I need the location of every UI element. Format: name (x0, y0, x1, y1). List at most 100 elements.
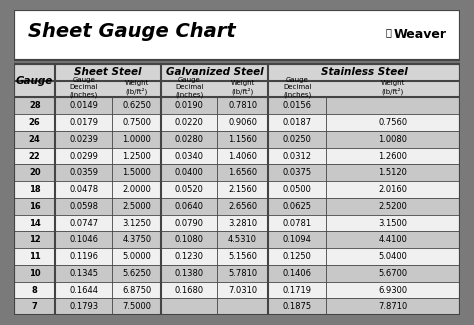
Text: 0.0625: 0.0625 (283, 202, 311, 211)
Text: 0.0520: 0.0520 (174, 185, 203, 194)
Text: 4.5310: 4.5310 (228, 235, 257, 244)
Text: Weaver: Weaver (393, 29, 447, 42)
Bar (14, 148, 460, 164)
Text: 1.0080: 1.0080 (378, 135, 408, 144)
Text: 2.6560: 2.6560 (228, 202, 257, 211)
Text: 1.2500: 1.2500 (122, 151, 151, 161)
Text: 0.0299: 0.0299 (69, 151, 98, 161)
Bar (268, 64, 460, 81)
Text: Gauge
Decimal
(inches): Gauge Decimal (inches) (70, 77, 98, 98)
Text: 0.1406: 0.1406 (283, 269, 311, 278)
Text: 0.0375: 0.0375 (283, 168, 312, 177)
Text: 22: 22 (29, 151, 41, 161)
Bar (14, 10, 460, 60)
Text: 0.6250: 0.6250 (122, 101, 151, 110)
Text: 0.0149: 0.0149 (69, 101, 98, 110)
Text: 2.0160: 2.0160 (378, 185, 408, 194)
Text: Weight
(lb/ft²): Weight (lb/ft²) (381, 80, 405, 95)
Text: 0.0156: 0.0156 (283, 101, 311, 110)
Text: 0.0179: 0.0179 (69, 118, 98, 127)
Text: 0.1094: 0.1094 (283, 235, 311, 244)
Text: Galvanized Steel: Galvanized Steel (166, 67, 264, 77)
Text: 0.0640: 0.0640 (174, 202, 204, 211)
Text: 1.0000: 1.0000 (122, 135, 151, 144)
Text: 5.7810: 5.7810 (228, 269, 257, 278)
Text: 0.0400: 0.0400 (174, 168, 203, 177)
Text: 0.7500: 0.7500 (122, 118, 151, 127)
Text: 0.7560: 0.7560 (378, 118, 408, 127)
Text: 🚛: 🚛 (385, 27, 392, 37)
Bar (14, 298, 460, 315)
Text: 0.1793: 0.1793 (69, 302, 98, 311)
Text: 16: 16 (29, 202, 41, 211)
Text: Gauge
Decimal
(inches): Gauge Decimal (inches) (283, 77, 311, 98)
Text: Stainless Steel: Stainless Steel (320, 67, 407, 77)
Text: 8: 8 (32, 286, 37, 294)
Text: Gauge: Gauge (16, 76, 54, 85)
Text: 12: 12 (29, 235, 41, 244)
Text: 0.0250: 0.0250 (283, 135, 311, 144)
Text: 7.8710: 7.8710 (378, 302, 408, 311)
Text: 2.5000: 2.5000 (122, 202, 151, 211)
Text: 1.4060: 1.4060 (228, 151, 257, 161)
Text: 0.7810: 0.7810 (228, 101, 257, 110)
Text: 0.0280: 0.0280 (174, 135, 204, 144)
Text: 1.5120: 1.5120 (379, 168, 407, 177)
Bar (14, 282, 460, 298)
Bar (14, 64, 55, 98)
Bar (55, 81, 161, 98)
Text: 0.9060: 0.9060 (228, 118, 257, 127)
Text: 7: 7 (32, 302, 37, 311)
Text: 14: 14 (29, 218, 41, 227)
Text: 0.0187: 0.0187 (283, 118, 312, 127)
Text: 7.0310: 7.0310 (228, 286, 257, 294)
Text: 20: 20 (29, 168, 41, 177)
Text: 1.2600: 1.2600 (378, 151, 408, 161)
Bar (161, 81, 268, 98)
Bar (161, 64, 268, 81)
Text: 4.3750: 4.3750 (122, 235, 151, 244)
Text: 0.0747: 0.0747 (69, 218, 98, 227)
Bar (14, 215, 460, 231)
Text: 3.2810: 3.2810 (228, 218, 257, 227)
Text: 26: 26 (29, 118, 41, 127)
Bar (55, 64, 161, 81)
Text: 6.8750: 6.8750 (122, 286, 151, 294)
Text: 5.6250: 5.6250 (122, 269, 151, 278)
Text: 0.0312: 0.0312 (283, 151, 311, 161)
Text: 0.1080: 0.1080 (174, 235, 204, 244)
Bar (14, 265, 460, 282)
Text: 0.1046: 0.1046 (69, 235, 98, 244)
Text: 5.0000: 5.0000 (122, 252, 151, 261)
Text: 0.1345: 0.1345 (69, 269, 98, 278)
Bar (14, 131, 460, 148)
Bar (268, 81, 460, 98)
Text: 0.0598: 0.0598 (69, 202, 98, 211)
Bar (14, 198, 460, 215)
Text: 28: 28 (29, 101, 41, 110)
Text: 0.0500: 0.0500 (283, 185, 311, 194)
Text: 0.0190: 0.0190 (174, 101, 203, 110)
Text: 0.0239: 0.0239 (69, 135, 98, 144)
Text: 1.6560: 1.6560 (228, 168, 257, 177)
Text: 0.1196: 0.1196 (69, 252, 98, 261)
Text: 0.0781: 0.0781 (283, 218, 312, 227)
Text: 1.5000: 1.5000 (122, 168, 151, 177)
Text: 7.5000: 7.5000 (122, 302, 151, 311)
Text: 18: 18 (29, 185, 41, 194)
Bar (14, 181, 460, 198)
Text: 2.5200: 2.5200 (379, 202, 407, 211)
Text: 3.1500: 3.1500 (378, 218, 408, 227)
Text: 0.0478: 0.0478 (69, 185, 98, 194)
Text: 0.1230: 0.1230 (174, 252, 204, 261)
Bar (14, 10, 460, 60)
Bar (14, 164, 460, 181)
Text: 2.1560: 2.1560 (228, 185, 257, 194)
Bar (14, 64, 460, 315)
Bar (14, 248, 460, 265)
Bar (14, 231, 460, 248)
Text: 0.1250: 0.1250 (283, 252, 311, 261)
Text: Sheet Gauge Chart: Sheet Gauge Chart (27, 22, 235, 41)
Text: 5.1560: 5.1560 (228, 252, 257, 261)
Text: Weight
(lb/ft²): Weight (lb/ft²) (125, 80, 149, 95)
